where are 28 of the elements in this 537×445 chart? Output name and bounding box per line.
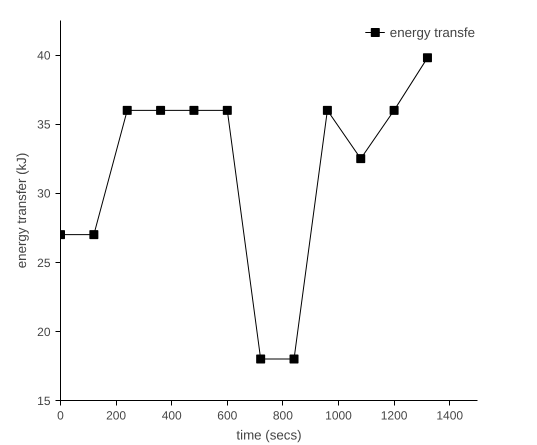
- point: [290, 354, 299, 364]
- x-tick-label: 600: [217, 408, 238, 422]
- x-tick-label: 800: [272, 408, 294, 422]
- y-tick-label: 20: [37, 324, 51, 339]
- y-tick-label: 40: [37, 48, 51, 63]
- y-axis-title: energy transfer (kJ): [14, 152, 30, 268]
- x-axis-title: time (secs): [236, 428, 302, 442]
- y-tick-label: 25: [37, 256, 51, 270]
- x-tick-label: 1200: [380, 408, 408, 422]
- point: [156, 106, 166, 115]
- x-tick-label: 1000: [325, 408, 352, 422]
- point: [322, 106, 332, 115]
- point: [122, 106, 132, 115]
- y-tick-label: 30: [37, 186, 51, 201]
- point: [422, 53, 432, 62]
- point: [222, 106, 232, 115]
- legend-label: energy transfe: [390, 24, 475, 40]
- x-tick-label: 1400: [436, 408, 464, 422]
- point: [256, 354, 266, 364]
- x-tick-label: 200: [106, 408, 126, 422]
- x-tick-label: 0: [57, 408, 64, 422]
- point: [390, 106, 399, 115]
- point: [89, 230, 98, 240]
- y-tick-label: 35: [37, 118, 51, 132]
- y-tick-label: 15: [37, 394, 51, 408]
- x-tick-label: 400: [162, 408, 182, 422]
- point: [189, 106, 198, 115]
- point: [356, 154, 366, 164]
